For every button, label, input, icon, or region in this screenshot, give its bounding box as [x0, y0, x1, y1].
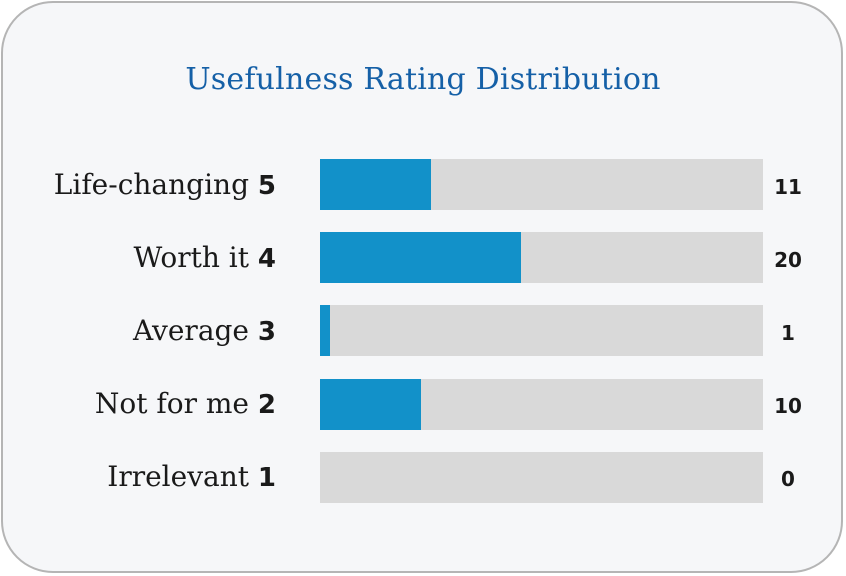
- row-label: Worth it 4: [133, 241, 276, 276]
- row-label-rating: 1: [257, 463, 276, 494]
- data-label: 0: [781, 467, 795, 492]
- row-label-rating: 5: [257, 170, 276, 201]
- data-label: 10: [774, 394, 802, 419]
- bar-track: [320, 232, 763, 284]
- row-label: Average 3: [133, 314, 276, 349]
- chart-title: Usefulness Rating Distribution: [185, 62, 661, 97]
- row-label-rating: 3: [257, 316, 276, 347]
- bar: [320, 159, 431, 210]
- bar: [320, 232, 522, 284]
- data-label: 11: [774, 174, 802, 199]
- bar: [320, 305, 331, 357]
- row-label-name: Life-changing: [53, 167, 249, 201]
- row-label-name: Not for me: [94, 387, 249, 421]
- row-label-name: Average: [132, 313, 249, 347]
- row-label: Not for me 2: [95, 387, 276, 422]
- bar: [320, 378, 421, 430]
- bar-track: [320, 451, 763, 503]
- data-label: 20: [774, 247, 802, 272]
- row-label: Life-changing 5: [54, 168, 276, 203]
- row-label-rating: 4: [257, 243, 276, 274]
- bar-track: [320, 378, 763, 430]
- data-label: 1: [781, 320, 795, 345]
- row-label-name: Irrelevant: [107, 460, 249, 494]
- row-label-rating: 2: [257, 390, 276, 421]
- bar-track: [320, 159, 763, 210]
- bar-track: [320, 305, 763, 357]
- row-label: Irrelevant 1: [107, 460, 276, 495]
- row-label-name: Worth it: [133, 240, 249, 274]
